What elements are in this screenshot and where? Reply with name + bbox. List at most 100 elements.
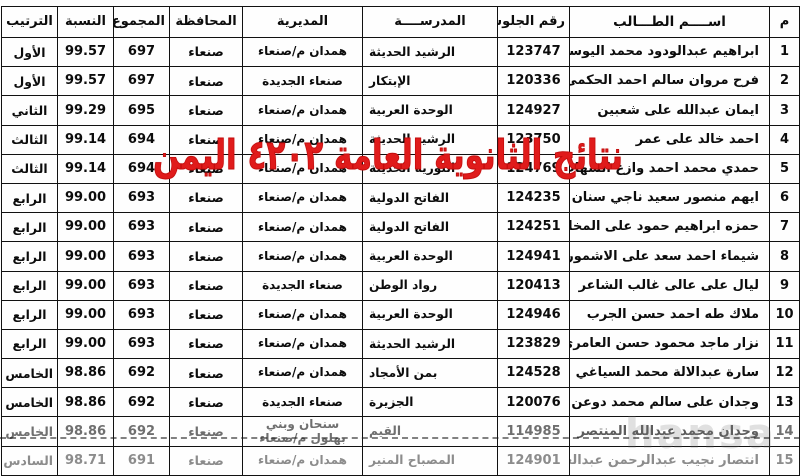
cell-total: 692 <box>113 416 170 447</box>
cell-total: 694 <box>113 124 170 155</box>
cell-student-name: ملاك طه احمد حسن الجرب <box>569 299 770 330</box>
cell-total: 697 <box>113 36 170 68</box>
table-row[interactable]: 12 سارة عبدالالة محمد السياغي 124528 بمن ال… <box>1 358 800 389</box>
table-row[interactable]: 3 ايمان عبدالله على شعبين 124927 الوحدة الع… <box>1 95 800 126</box>
cell-percentage: 99.00 <box>57 328 114 360</box>
table-row[interactable]: 6 ايهم منصور سعيد ناجي سنان 124235 الفاتح ا… <box>1 182 800 214</box>
column-header-directorate: المديرية <box>242 6 363 38</box>
cell-seat-number: 124251 <box>497 212 570 243</box>
table-row[interactable]: 11 نزار ماجد محمود حسن العامري 123829 الرشي… <box>1 328 800 360</box>
cell-school: بمن الأمجاد <box>362 358 498 389</box>
cell-student-name: شيماء احمد سعد على الاشمورى <box>569 241 770 272</box>
cell-percentage: 99.57 <box>57 66 114 97</box>
cell-rank: الخامس <box>1 416 58 447</box>
cell-rank: الرابع <box>1 212 58 243</box>
table-header: م اســــم الطـــالب رقم الجلوس المدرســـ… <box>1 6 800 38</box>
cell-percentage: 98.86 <box>57 416 114 447</box>
cell-governorate: صنعاء <box>169 66 243 97</box>
cell-directorate: همدان م/صنعاء <box>242 241 363 272</box>
cell-total: 693 <box>113 328 170 360</box>
cell-directorate: همدان م/صنعاء <box>242 212 363 243</box>
cell-governorate: صنعاء <box>169 95 243 126</box>
column-header-total: المجموع <box>113 6 170 38</box>
table-row[interactable]: 8 شيماء احمد سعد على الاشمورى 124941 الوحدة… <box>1 241 800 272</box>
cell-total: 691 <box>113 445 170 476</box>
cell-rank: الرابع <box>1 328 58 360</box>
cell-num: 8 <box>769 241 800 272</box>
cell-seat-number: 124769 <box>497 153 570 184</box>
cell-directorate: همدان م/صنعاء <box>242 95 363 126</box>
cell-directorate: همدان م/صنعاء <box>242 36 363 68</box>
cell-rank: السادس <box>1 445 58 476</box>
table-row[interactable]: 14 وجدان محمد عبدالله المنتصر 114985 القيم س… <box>1 416 800 447</box>
cell-seat-number: 124901 <box>497 445 570 476</box>
cell-seat-number: 124927 <box>497 95 570 126</box>
cell-percentage: 99.00 <box>57 241 114 272</box>
cell-seat-number: 123747 <box>497 36 570 68</box>
results-table: م اســــم الطـــالب رقم الجلوس المدرســـ… <box>1 6 800 476</box>
cell-total: 693 <box>113 270 170 301</box>
cell-directorate: همدان م/صنعاء <box>242 299 363 330</box>
table-row[interactable]: 5 حمدي محمد احمد وازع الشهاب 124769 النورية… <box>1 153 800 184</box>
cell-num: 3 <box>769 95 800 126</box>
cell-percentage: 98.71 <box>57 445 114 476</box>
cell-governorate: صنعاء <box>169 445 243 476</box>
table-row[interactable]: 10 ملاك طه احمد حسن الجرب 124946 الوحدة الع… <box>1 299 800 330</box>
cell-num: 9 <box>769 270 800 301</box>
cell-student-name: وجدان محمد عبدالله المنتصر <box>569 416 770 447</box>
cell-rank: الرابع <box>1 241 58 272</box>
column-header-seat-number: رقم الجلوس <box>497 6 570 38</box>
cell-student-name: حمزه ابراهيم حمود على المخلافي <box>569 212 770 243</box>
cell-percentage: 99.00 <box>57 212 114 243</box>
cell-student-name: سارة عبدالالة محمد السياغي <box>569 358 770 389</box>
table-row[interactable]: 2 فرح مروان سالم احمد الحكمى 120336 الإبتكا… <box>1 66 800 97</box>
cell-directorate: صنعاء الجديدة <box>242 66 363 97</box>
cell-student-name: حمدي محمد احمد وازع الشهاب <box>569 153 770 184</box>
cell-directorate: همدان م/صنعاء <box>242 182 363 214</box>
cell-governorate: صنعاء <box>169 153 243 184</box>
cell-school: الجزيرة <box>362 387 498 418</box>
cell-seat-number: 120336 <box>497 66 570 97</box>
cell-school: الوحدة العربية <box>362 299 498 330</box>
cell-seat-number: 120076 <box>497 387 570 418</box>
cell-seat-number: 124946 <box>497 299 570 330</box>
cell-rank: الأول <box>1 36 58 68</box>
cell-num: 12 <box>769 358 800 389</box>
cell-num: 15 <box>769 445 800 476</box>
cell-percentage: 98.86 <box>57 387 114 418</box>
cell-num: 10 <box>769 299 800 330</box>
cell-school: الفاتح الدولية <box>362 212 498 243</box>
cell-directorate: همدان م/صنعاء <box>242 124 363 155</box>
cell-directorate: همدان م/صنعاء <box>242 328 363 360</box>
table-row[interactable]: 13 وجدان على سالم محمد دوعن 120076 الجزيرة ص… <box>1 387 800 418</box>
cell-seat-number: 114985 <box>497 416 570 447</box>
table-row[interactable]: 9 ليال على عالى غالب الشاعر 120413 رواد الو… <box>1 270 800 301</box>
cell-rank: الخامس <box>1 358 58 389</box>
cell-directorate: همدان م/صنعاء <box>242 445 363 476</box>
cell-governorate: صنعاء <box>169 299 243 330</box>
table-row[interactable]: 4 احمد خالد على عمر 123750 الرشيد الحديثة هم… <box>1 124 800 155</box>
cell-directorate: سنحان وبني بهلول م/صنعاء <box>242 416 363 447</box>
cell-student-name: نزار ماجد محمود حسن العامري <box>569 328 770 360</box>
cell-total: 695 <box>113 95 170 126</box>
cell-school: الرشيد الحديثة <box>362 124 498 155</box>
cell-rank: الرابع <box>1 270 58 301</box>
cell-num: 2 <box>769 66 800 97</box>
cell-rank: الأول <box>1 66 58 97</box>
cell-total: 693 <box>113 299 170 330</box>
cell-percentage: 99.14 <box>57 124 114 155</box>
cell-percentage: 99.00 <box>57 182 114 214</box>
cell-directorate: صنعاء الجديدة <box>242 270 363 301</box>
cell-governorate: صنعاء <box>169 36 243 68</box>
cell-student-name: انتصار نجيب عبدالرحمن عبدالعليم الشرعبي <box>569 445 770 476</box>
column-header-number: م <box>769 6 800 38</box>
cell-total: 693 <box>113 241 170 272</box>
cell-governorate: صنعاء <box>169 124 243 155</box>
cell-total: 694 <box>113 153 170 184</box>
cell-rank: الخامس <box>1 387 58 418</box>
column-header-school: المدرســــة <box>362 6 498 38</box>
